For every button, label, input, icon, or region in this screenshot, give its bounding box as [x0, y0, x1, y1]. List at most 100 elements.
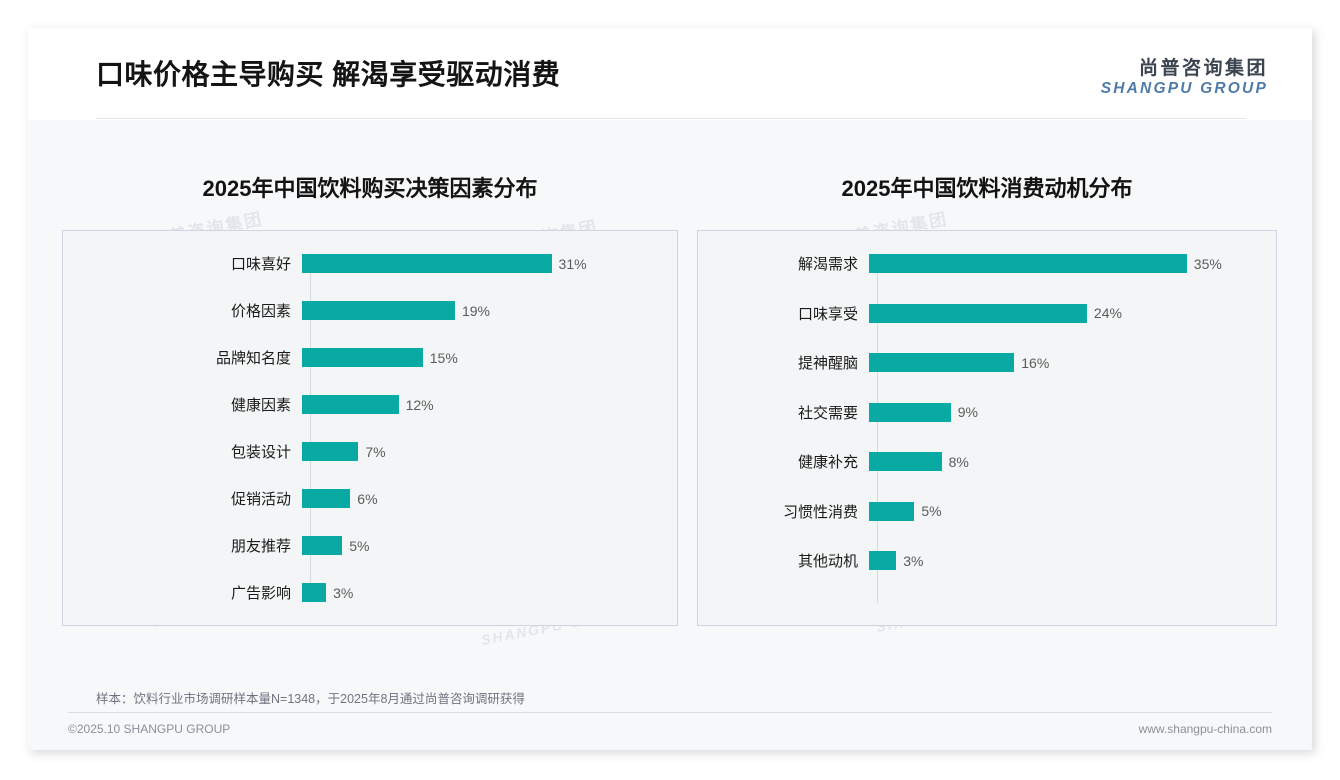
bar-row: 健康因素 12% — [63, 386, 677, 423]
page-title: 口味价格主导购买 解渴享受驱动消费 — [96, 59, 561, 90]
bar-category-label: 口味喜好 — [230, 256, 291, 273]
bar-fill[interactable] — [302, 301, 455, 320]
bar-value-label: 3% — [333, 584, 354, 601]
bar-fill[interactable] — [869, 353, 1015, 372]
bar-category-label: 包装设计 — [230, 444, 291, 461]
bar-value-label: 9% — [957, 404, 978, 420]
bar-fill[interactable] — [869, 551, 897, 570]
bar-category-label: 健康补充 — [797, 454, 858, 471]
bar-category-label: 品牌知名度 — [215, 350, 291, 367]
bar-row: 其他动机 3% — [698, 542, 1276, 579]
bar-fill[interactable] — [302, 395, 399, 414]
bar-fill[interactable] — [302, 254, 552, 273]
source-note: 样本：饮料行业市场调研样本量N=1348，于2025年8月通过尚普咨询调研获得 — [96, 692, 525, 706]
slide-card: 口味价格主导购买 解渴享受驱动消费 尚普咨询集团 SHANGPU GROUP 尚… — [28, 28, 1312, 750]
bar-fill[interactable] — [869, 501, 915, 521]
bar-list: 解渴需求 35% 口味享受 24% 提神醒脑 16% 社交需要 9% 健康补充 8% 习惯性消费 5%… — [698, 231, 1276, 625]
bar-track: 35% — [869, 245, 1276, 282]
bar-track: 9% — [869, 394, 1276, 431]
bar-row: 口味喜好 31% — [63, 245, 677, 282]
bar-value-label: 12% — [405, 396, 434, 413]
bar-row: 包装设计 7% — [63, 433, 677, 470]
bar-fill[interactable] — [302, 489, 351, 508]
bar-track: 15% — [302, 339, 677, 376]
bar-row: 提神醒脑 16% — [698, 344, 1276, 381]
bar-track: 31% — [302, 245, 677, 282]
bar-track: 5% — [302, 527, 677, 564]
bar-value-label: 31% — [558, 255, 587, 272]
bar-value-label: 35% — [1193, 255, 1222, 272]
bar-category-label: 提神醒脑 — [797, 355, 858, 372]
bar-track: 8% — [869, 443, 1276, 480]
bar-row: 习惯性消费 5% — [698, 493, 1276, 530]
bar-value-label: 3% — [903, 552, 924, 569]
bar-category-label: 促销活动 — [230, 491, 291, 508]
header-divider — [96, 118, 1246, 119]
bar-fill[interactable] — [869, 303, 1087, 323]
chart-title: 2025年中国饮料购买决策因素分布 — [202, 176, 538, 201]
bar-track: 7% — [302, 433, 677, 470]
bar-fill[interactable] — [869, 452, 942, 471]
bar-row: 促销活动 6% — [63, 480, 677, 517]
bar-list: 口味喜好 31% 价格因素 19% 品牌知名度 15% 健康因素 12% 包装设计 7% 促销活动 6… — [63, 231, 677, 625]
bar-track: 6% — [302, 480, 677, 517]
chart-plot-area: 解渴需求 35% 口味享受 24% 提神醒脑 16% 社交需要 9% 健康补充 8% 习惯性消费 5%… — [697, 230, 1277, 626]
category-axis-line — [877, 253, 878, 603]
bar-row: 解渴需求 35% — [698, 245, 1276, 282]
slide-header: 口味价格主导购买 解渴享受驱动消费 尚普咨询集团 SHANGPU GROUP — [28, 28, 1312, 120]
bar-track: 3% — [302, 574, 677, 611]
bar-category-label: 解渴需求 — [797, 256, 858, 273]
bar-row: 朋友推荐 5% — [63, 527, 677, 564]
bar-row: 口味享受 24% — [698, 295, 1276, 332]
bar-category-label: 口味享受 — [797, 305, 858, 323]
slide-body: 尚普咨询集团 SHANGPU GROUP 尚普咨询集团 SHANGPU GROU… — [28, 120, 1312, 710]
bar-row: 广告影响 3% — [63, 574, 677, 611]
footer-copyright: ©2025.10 SHANGPU GROUP — [68, 722, 231, 736]
chart-purchase-decision-factors: 2025年中国饮料购买决策因素分布 口味喜好 31% 价格因素 19% 品牌知名度 15%… — [62, 168, 678, 626]
brand-name-cn: 尚普咨询集团 — [1138, 58, 1268, 79]
bar-track: 16% — [869, 344, 1276, 381]
bar-fill[interactable] — [869, 402, 951, 422]
bar-fill[interactable] — [302, 583, 327, 602]
bar-value-label: 16% — [1021, 354, 1050, 371]
bar-track: 5% — [869, 493, 1276, 530]
bar-row: 社交需要 9% — [698, 394, 1276, 431]
bar-category-label: 习惯性消费 — [782, 503, 858, 521]
brand-logo: 尚普咨询集团 SHANGPU GROUP — [1101, 58, 1268, 99]
bar-fill[interactable] — [302, 536, 343, 555]
bar-category-label: 健康因素 — [230, 397, 291, 414]
bar-track: 19% — [302, 292, 677, 329]
bar-value-label: 5% — [921, 503, 942, 519]
bar-value-label: 15% — [429, 349, 458, 366]
bar-fill[interactable] — [302, 442, 359, 461]
bar-track: 24% — [869, 295, 1276, 332]
bar-row: 价格因素 19% — [63, 292, 677, 329]
category-axis-line — [310, 253, 311, 603]
bar-track: 3% — [869, 542, 1276, 579]
bar-value-label: 8% — [948, 453, 969, 470]
bar-value-label: 19% — [461, 302, 490, 319]
footer-website[interactable]: www.shangpu-china.com — [1138, 722, 1272, 736]
bar-row: 健康补充 8% — [698, 443, 1276, 480]
bar-value-label: 6% — [357, 490, 378, 507]
bar-row: 其他因素2% — [63, 621, 677, 625]
bar-row: 品牌知名度 15% — [63, 339, 677, 376]
bar-category-label: 其他动机 — [797, 553, 858, 570]
bar-value-label: 24% — [1093, 305, 1122, 321]
bar-category-label: 社交需要 — [797, 404, 858, 422]
bar-category-label: 广告影响 — [230, 585, 291, 602]
bar-fill[interactable] — [302, 348, 423, 367]
chart-consumption-motivation: 2025年中国饮料消费动机分布 解渴需求 35% 口味享受 24% 提神醒脑 16% 社交需… — [697, 168, 1277, 626]
bar-category-label: 朋友推荐 — [230, 538, 291, 555]
chart-plot-area: 口味喜好 31% 价格因素 19% 品牌知名度 15% 健康因素 12% 包装设计 7% 促销活动 6… — [62, 230, 678, 626]
bar-fill[interactable] — [869, 254, 1187, 273]
slide-footer: ©2025.10 SHANGPU GROUP www.shangpu-china… — [28, 714, 1312, 750]
bar-track: 2% — [302, 621, 677, 625]
bar-value-label: 5% — [349, 537, 370, 554]
bar-category-label: 价格因素 — [230, 303, 291, 320]
bar-value-label: 7% — [365, 443, 386, 460]
bar-track: 12% — [302, 386, 677, 423]
brand-name-en: SHANGPU GROUP — [1100, 80, 1268, 98]
chart-title: 2025年中国饮料消费动机分布 — [841, 176, 1133, 201]
